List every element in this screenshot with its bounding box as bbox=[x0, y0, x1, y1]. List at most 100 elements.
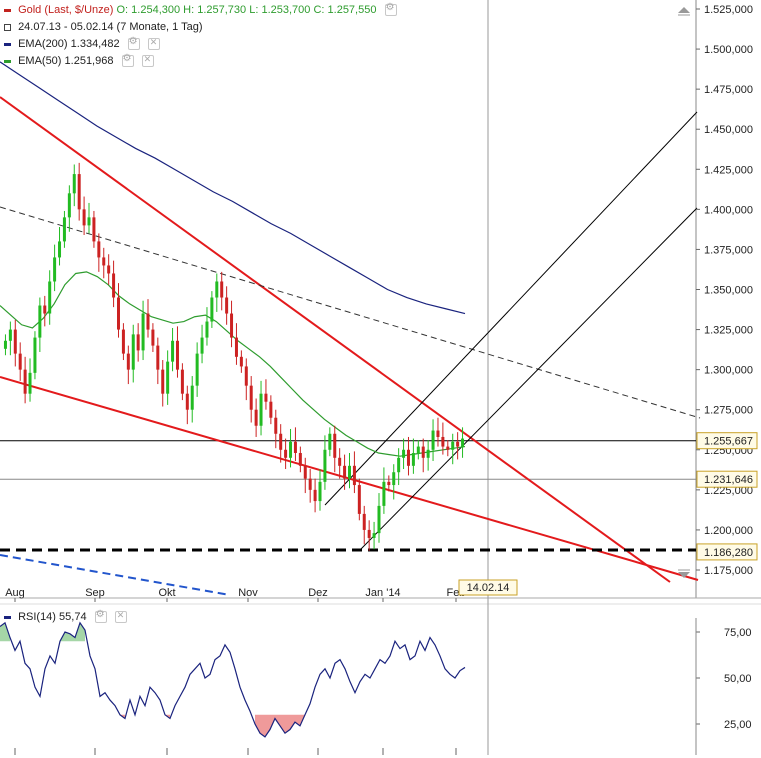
ohlc-open: O: 1.254,300 bbox=[116, 4, 181, 16]
x-tick-label: Jan '14 bbox=[365, 587, 400, 599]
candle-body bbox=[402, 449, 406, 458]
candle-body bbox=[436, 430, 440, 437]
y-tick-label: 1.400,000 bbox=[704, 204, 753, 216]
candle-body bbox=[372, 533, 376, 538]
price-label-box: 1.231,646 bbox=[696, 470, 758, 488]
rsi-tick-label: 75,00 bbox=[724, 627, 752, 639]
candle-body bbox=[190, 385, 194, 410]
x-tick-label: Okt bbox=[158, 587, 175, 599]
ema50-line bbox=[0, 271, 466, 457]
candle-body bbox=[136, 334, 140, 351]
ema200-legend: EMA(200) 1.334,482 bbox=[4, 36, 160, 51]
candle-body bbox=[92, 217, 96, 242]
candle-body bbox=[333, 433, 337, 458]
x-tick-label: Aug bbox=[5, 587, 25, 599]
ema200-value: 1.334,482 bbox=[70, 38, 120, 50]
candle-body bbox=[298, 452, 302, 466]
candle-body bbox=[274, 417, 278, 434]
price-label-box: 1.255,667 bbox=[696, 432, 758, 450]
y-tick-label: 1.375,000 bbox=[704, 244, 753, 256]
candle-body bbox=[308, 478, 312, 490]
candle-body bbox=[225, 297, 229, 314]
candle-body bbox=[13, 329, 17, 354]
candle-body bbox=[151, 329, 155, 346]
ema50-swatch bbox=[4, 59, 11, 63]
gear-icon[interactable] bbox=[94, 609, 107, 624]
candle-body bbox=[180, 369, 184, 394]
ema50-value: 1.251,968 bbox=[64, 55, 114, 67]
ema200-label: EMA(200) bbox=[18, 38, 68, 50]
candle-body bbox=[58, 241, 62, 258]
candle-body bbox=[185, 393, 189, 410]
ema200-swatch bbox=[4, 42, 11, 46]
y-tick-label: 1.200,000 bbox=[704, 525, 753, 537]
y-tick-label: 1.350,000 bbox=[704, 285, 753, 297]
candle-body bbox=[210, 297, 214, 322]
gear-icon[interactable] bbox=[384, 2, 397, 17]
candle-body bbox=[77, 174, 81, 210]
ohlc-low: L: 1.253,700 bbox=[249, 4, 311, 16]
candle-body bbox=[382, 481, 386, 506]
candle-body bbox=[284, 449, 288, 458]
candle-body bbox=[328, 433, 332, 450]
candle-body bbox=[289, 441, 293, 458]
gear-icon[interactable] bbox=[121, 53, 134, 68]
rsi-label: RSI(14) bbox=[18, 611, 56, 623]
price-label-bg bbox=[696, 432, 758, 450]
rsi-overbought-fill bbox=[70, 633, 75, 642]
candle-body bbox=[357, 485, 361, 514]
candle-body bbox=[362, 513, 366, 530]
candle-body bbox=[107, 265, 111, 274]
candle-body bbox=[392, 472, 396, 486]
ema50-legend: EMA(50) 1.251,968 bbox=[4, 53, 154, 68]
y-tick-label: 1.500,000 bbox=[704, 44, 753, 56]
rsi-oversold-fill bbox=[295, 714, 300, 726]
candle-body bbox=[171, 340, 175, 362]
price-label-bg bbox=[696, 543, 758, 561]
candle-body bbox=[234, 337, 238, 357]
candle-body bbox=[146, 313, 150, 330]
date-marker-text: 14.02.14 bbox=[467, 582, 510, 594]
ohlc-close: C: 1.257,550 bbox=[313, 4, 377, 16]
candle-body bbox=[352, 465, 356, 486]
channel-upper bbox=[324, 111, 698, 506]
candle-body bbox=[426, 449, 430, 458]
gear-icon[interactable] bbox=[127, 36, 140, 51]
scroll-up-icon bbox=[678, 7, 690, 13]
candle-body bbox=[377, 505, 381, 534]
candle-body bbox=[313, 489, 317, 502]
candle-body bbox=[343, 465, 347, 479]
candle-body bbox=[387, 481, 391, 486]
candle-body bbox=[102, 257, 106, 266]
close-icon[interactable] bbox=[114, 610, 127, 624]
candle-body bbox=[195, 353, 199, 386]
channel-lower bbox=[359, 207, 698, 551]
rsi-oversold-fill bbox=[290, 714, 295, 730]
rsi-oversold-fill bbox=[255, 714, 260, 734]
candle-body bbox=[446, 446, 450, 450]
date-range-row: 24.07.13 - 05.02.14 (7 Monate, 1 Tag) bbox=[4, 21, 203, 33]
price-label-text: 1.255,667 bbox=[704, 436, 753, 448]
candle-body bbox=[38, 305, 42, 338]
trendline-down bbox=[0, 96, 671, 583]
candle-body bbox=[220, 281, 224, 298]
candle-body bbox=[367, 529, 371, 538]
date-marker-bg bbox=[458, 579, 518, 596]
rsi-value: 55,74 bbox=[59, 611, 87, 623]
price-label-box: 1.186,280 bbox=[696, 543, 758, 561]
price-label-text: 1.186,280 bbox=[704, 547, 753, 559]
candle-body bbox=[3, 340, 7, 349]
candle-body bbox=[269, 401, 273, 418]
candle-body bbox=[23, 369, 27, 394]
close-icon[interactable] bbox=[141, 54, 154, 68]
price-label-bg bbox=[696, 470, 758, 488]
close-icon[interactable] bbox=[147, 37, 160, 51]
candle-body bbox=[279, 433, 283, 450]
candle-body bbox=[421, 446, 425, 458]
candle-body bbox=[43, 305, 47, 314]
candle-body bbox=[338, 457, 342, 466]
candle-body bbox=[456, 441, 460, 447]
candle-body bbox=[97, 241, 101, 258]
